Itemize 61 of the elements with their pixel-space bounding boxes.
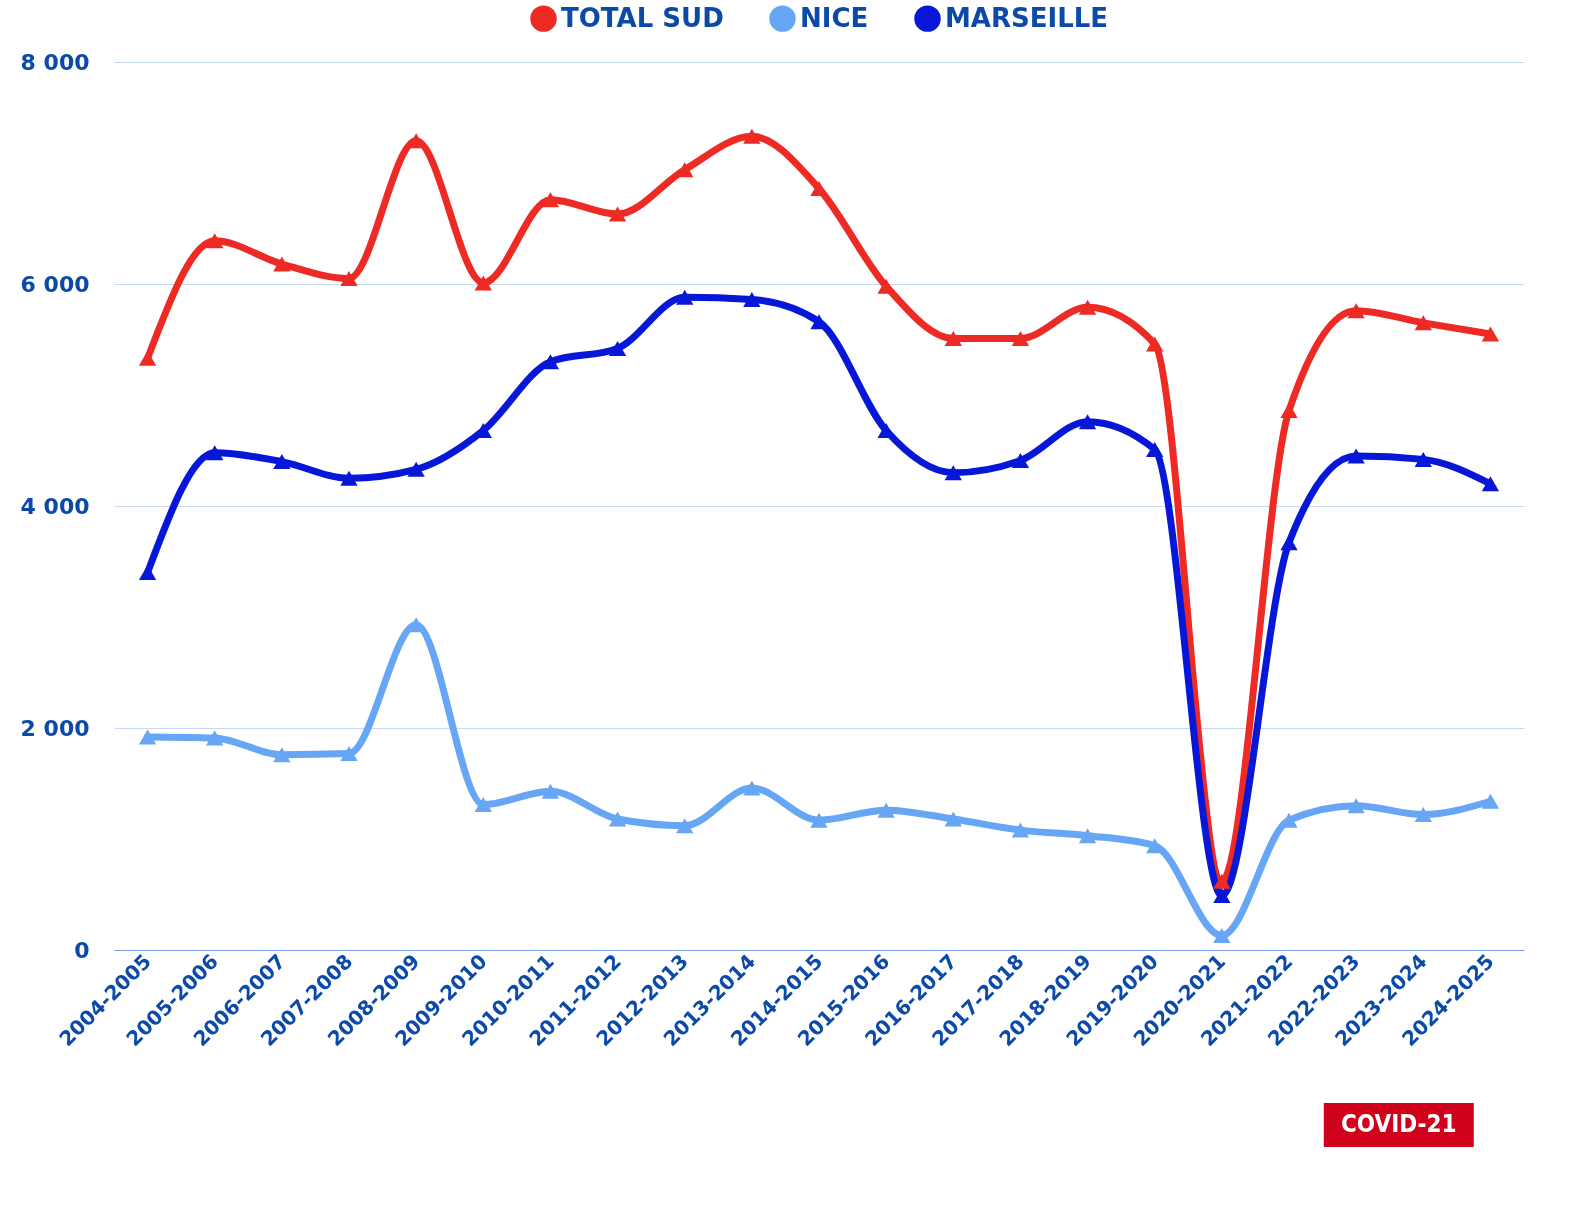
point xyxy=(206,445,224,461)
point xyxy=(541,354,560,370)
point xyxy=(138,729,157,745)
legend-label: MARSEILLE xyxy=(945,2,1109,33)
y-tick-label: 8 000 xyxy=(20,49,90,75)
point xyxy=(944,465,962,481)
point xyxy=(1481,326,1500,342)
point xyxy=(743,780,761,796)
y-tick-label: 6 000 xyxy=(20,271,90,297)
point xyxy=(1146,336,1164,352)
point xyxy=(676,818,694,834)
point xyxy=(340,270,358,286)
point xyxy=(743,292,761,308)
point xyxy=(608,206,627,222)
point xyxy=(474,797,492,813)
point xyxy=(138,565,157,581)
point xyxy=(340,470,358,486)
point xyxy=(944,811,962,827)
point xyxy=(1011,452,1030,468)
point xyxy=(407,461,425,477)
point xyxy=(1481,476,1500,492)
text: COVID-21 xyxy=(1340,1110,1457,1138)
point xyxy=(1213,928,1231,944)
y-tick-label: 4 000 xyxy=(20,493,90,519)
point xyxy=(1078,414,1097,430)
point xyxy=(1414,315,1432,331)
point xyxy=(1280,403,1298,419)
point xyxy=(340,746,358,762)
point xyxy=(474,275,492,291)
point xyxy=(1146,441,1164,457)
point xyxy=(810,812,828,828)
point xyxy=(743,128,761,144)
point xyxy=(1481,793,1500,809)
legend-label: NICE xyxy=(800,2,869,33)
point xyxy=(206,730,224,746)
point xyxy=(273,454,291,470)
point xyxy=(541,783,560,799)
point xyxy=(138,350,157,366)
point xyxy=(1347,798,1365,814)
point xyxy=(1414,451,1432,467)
point xyxy=(944,330,962,346)
legend-label: TOTAL SUD xyxy=(561,2,724,33)
point xyxy=(1280,535,1298,551)
point xyxy=(1011,822,1030,838)
y-tick-label: 2 000 xyxy=(20,715,90,741)
point xyxy=(1347,448,1365,464)
point xyxy=(273,256,291,272)
point xyxy=(1078,299,1097,315)
point xyxy=(1347,303,1365,319)
point xyxy=(541,192,560,208)
point xyxy=(608,340,627,356)
point xyxy=(676,289,694,305)
point xyxy=(1213,873,1231,889)
point xyxy=(1078,828,1097,844)
point xyxy=(1414,807,1432,823)
point xyxy=(206,233,224,249)
point xyxy=(608,811,627,827)
point xyxy=(1011,330,1030,346)
point xyxy=(273,747,291,763)
point xyxy=(1213,888,1231,904)
point xyxy=(877,802,895,818)
